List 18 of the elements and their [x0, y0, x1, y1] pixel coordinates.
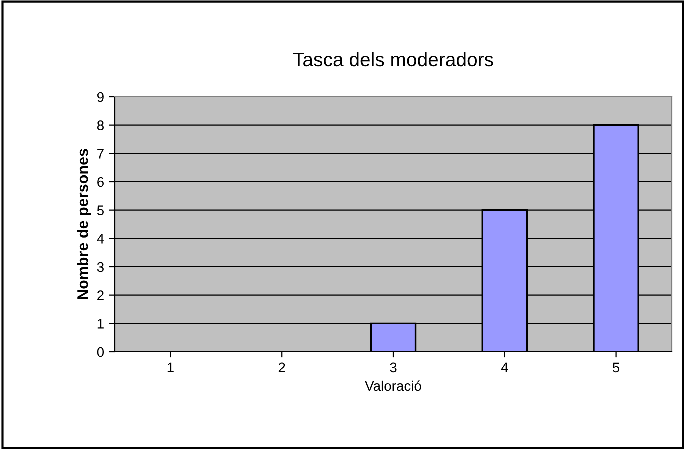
x-tick-label: 4	[501, 362, 508, 372]
y-tick-label: 8	[97, 120, 104, 131]
y-axis-title: Nombre de persones	[77, 149, 92, 300]
y-tick-label: 9	[98, 92, 104, 102]
y-tick-label: 4	[97, 234, 104, 244]
y-tick-label: 6	[98, 177, 104, 188]
y-tick-label: 2	[98, 290, 104, 300]
x-tick-label: 1	[168, 362, 174, 372]
x-axis-title: Valoració	[365, 380, 422, 392]
chart-title: Tasca dels moderadors	[293, 52, 494, 67]
y-tick-label: 5	[97, 206, 104, 216]
x-tick-label: 3	[390, 362, 397, 373]
x-tick-label: 2	[278, 362, 286, 372]
y-tick-label: 7	[98, 149, 104, 159]
x-tick-label: 5	[612, 362, 620, 373]
y-tick-label: 0	[97, 347, 104, 358]
y-tick-label: 3	[97, 262, 104, 272]
y-tick-label: 1	[98, 319, 104, 329]
